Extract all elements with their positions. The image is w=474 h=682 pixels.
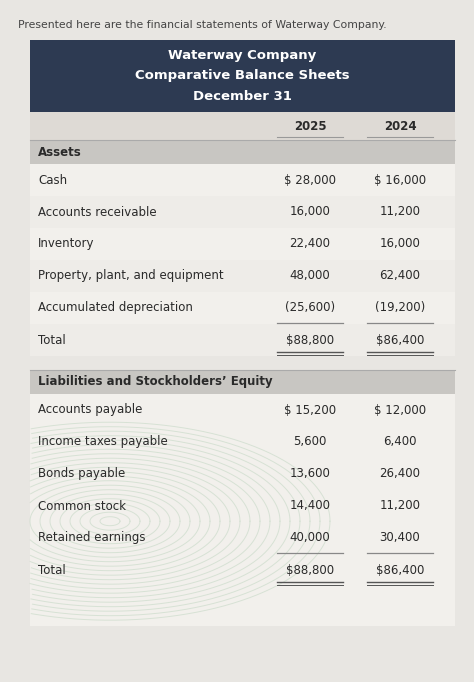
Text: Liabilities and Stockholders’ Equity: Liabilities and Stockholders’ Equity: [38, 376, 273, 389]
Text: Presented here are the financial statements of Waterway Company.: Presented here are the financial stateme…: [18, 20, 387, 30]
Bar: [30, 140, 455, 164]
Text: Accounts payable: Accounts payable: [38, 404, 142, 417]
Text: 30,400: 30,400: [380, 531, 420, 544]
Text: $88,800: $88,800: [286, 563, 334, 576]
Bar: [30, 394, 455, 626]
Bar: [30, 292, 455, 324]
Bar: [30, 164, 455, 196]
Text: Total: Total: [38, 563, 66, 576]
Text: 11,200: 11,200: [380, 499, 420, 512]
Text: 48,000: 48,000: [290, 269, 330, 282]
Text: $ 12,000: $ 12,000: [374, 404, 426, 417]
Text: $ 28,000: $ 28,000: [284, 173, 336, 186]
Text: $86,400: $86,400: [376, 563, 424, 576]
Text: $ 15,200: $ 15,200: [284, 404, 336, 417]
Text: Inventory: Inventory: [38, 237, 94, 250]
Text: 62,400: 62,400: [380, 269, 420, 282]
Bar: [30, 228, 455, 260]
Text: 6,400: 6,400: [383, 436, 417, 449]
Text: 5,600: 5,600: [293, 436, 327, 449]
Text: 13,600: 13,600: [290, 467, 330, 481]
Text: $ 16,000: $ 16,000: [374, 173, 426, 186]
Text: Property, plant, and equipment: Property, plant, and equipment: [38, 269, 224, 282]
Text: 2025: 2025: [294, 119, 326, 132]
Text: Retained earnings: Retained earnings: [38, 531, 146, 544]
Text: 11,200: 11,200: [380, 205, 420, 218]
Text: Common stock: Common stock: [38, 499, 126, 512]
Text: 14,400: 14,400: [290, 499, 330, 512]
Text: $88,800: $88,800: [286, 333, 334, 346]
Text: $86,400: $86,400: [376, 333, 424, 346]
Bar: [30, 196, 455, 228]
Text: 22,400: 22,400: [290, 237, 330, 250]
Text: Cash: Cash: [38, 173, 67, 186]
Bar: [30, 40, 455, 112]
Text: Accumulated depreciation: Accumulated depreciation: [38, 301, 193, 314]
Text: 16,000: 16,000: [380, 237, 420, 250]
Bar: [30, 260, 455, 292]
Bar: [30, 324, 455, 356]
Text: Income taxes payable: Income taxes payable: [38, 436, 168, 449]
Text: 16,000: 16,000: [290, 205, 330, 218]
Text: 2024: 2024: [383, 119, 416, 132]
Text: Total: Total: [38, 333, 66, 346]
Text: Accounts receivable: Accounts receivable: [38, 205, 156, 218]
Bar: [30, 356, 455, 370]
Bar: [30, 370, 455, 394]
Text: Assets: Assets: [38, 145, 82, 158]
Text: (25,600): (25,600): [285, 301, 335, 314]
Bar: [30, 112, 455, 140]
Text: Bonds payable: Bonds payable: [38, 467, 125, 481]
Text: (19,200): (19,200): [375, 301, 425, 314]
Text: 40,000: 40,000: [290, 531, 330, 544]
Text: Waterway Company
Comparative Balance Sheets
December 31: Waterway Company Comparative Balance She…: [135, 50, 350, 102]
Text: 26,400: 26,400: [380, 467, 420, 481]
